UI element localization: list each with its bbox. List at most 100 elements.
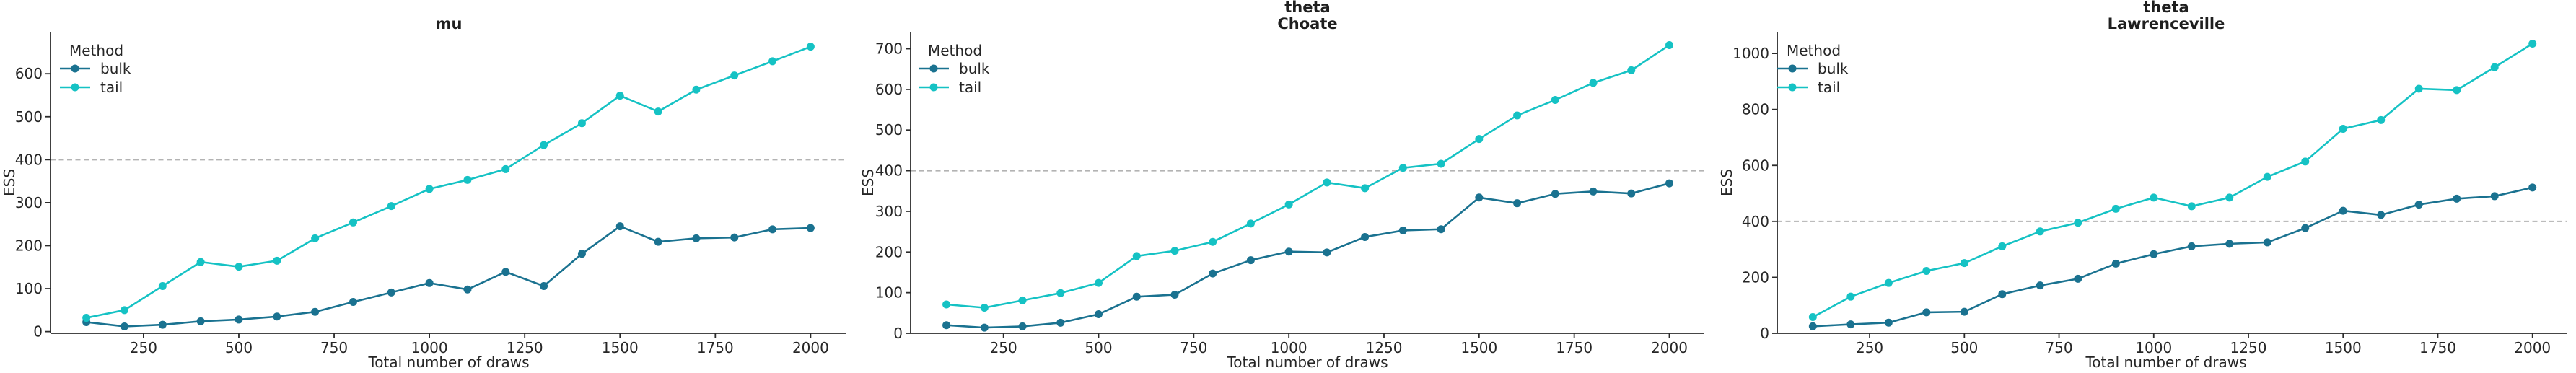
- x-tick-label: 750: [2045, 339, 2072, 356]
- bulk-marker: [2187, 242, 2196, 250]
- x-tick-label: 1250: [507, 339, 543, 356]
- bulk-marker: [1627, 189, 1636, 198]
- legend-bulk-label: bulk: [1818, 60, 1849, 77]
- tail-marker: [1922, 266, 1931, 275]
- bulk-marker: [768, 225, 777, 234]
- bulk-marker: [2036, 281, 2044, 290]
- tail-marker: [654, 107, 662, 116]
- panel-theta-lawrenceville: 0 200 400 600 800 1000 250 500 750 1000 1250 1500 17…: [1717, 0, 2576, 373]
- x-tick-label: 750: [1180, 339, 1207, 356]
- tail-marker: [2150, 193, 2158, 202]
- y-tick-label: 400: [1742, 213, 1769, 230]
- bulk-marker: [463, 285, 472, 294]
- tail-marker: [2377, 115, 2386, 124]
- tail-marker: [463, 175, 472, 184]
- y-tick-label: 200: [15, 237, 43, 254]
- bulk-marker: [1094, 310, 1103, 319]
- x-tick-label: 2000: [792, 339, 829, 356]
- x-tick-label: 1500: [1460, 339, 1497, 356]
- x-tick-label: 500: [1950, 339, 1978, 356]
- legend-tail-label: tail: [959, 79, 981, 96]
- bulk-marker: [1475, 193, 1484, 202]
- tail-marker: [2036, 227, 2044, 236]
- y-axis-label: ESS: [1718, 168, 1735, 197]
- bulk-marker: [349, 298, 357, 307]
- bulk-marker: [615, 222, 624, 231]
- tail-line: [86, 45, 811, 319]
- legend-title: Method: [69, 42, 123, 59]
- chart-title-line-2: Lawrenceville: [2107, 15, 2225, 32]
- tail-marker: [1998, 242, 2007, 250]
- bulk-marker: [1209, 269, 1217, 278]
- x-tick-label: 250: [990, 339, 1017, 356]
- y-tick-label: 700: [875, 40, 903, 58]
- bulk-marker: [1960, 307, 1968, 316]
- bulk-marker: [1884, 318, 1893, 327]
- tail-marker: [577, 119, 586, 128]
- tail-marker: [387, 202, 395, 211]
- bulk-marker: [2150, 250, 2158, 258]
- bulk-marker: [2528, 183, 2537, 192]
- x-tick-label: 250: [130, 339, 157, 356]
- legend-title: Method: [1787, 42, 1841, 59]
- x-axis-label: Total number of draws: [2085, 354, 2247, 371]
- chart-theta-lawrenceville: 0 200 400 600 800 1000 250 500 750 1000 1250 1500 17…: [1732, 32, 2567, 356]
- x-tick-label: 500: [1085, 339, 1112, 356]
- tail-marker: [1846, 292, 1855, 301]
- legend-title: Method: [928, 42, 982, 59]
- chart-title: theta Lawrenceville: [1769, 0, 2563, 32]
- y-tick-label: 300: [875, 203, 903, 220]
- x-tick-label: 1750: [697, 339, 734, 356]
- legend-tail-marker: [1788, 83, 1797, 92]
- legend-bulk-label: bulk: [959, 60, 990, 77]
- bulk-marker: [1323, 248, 1331, 257]
- bulk-marker: [1437, 225, 1445, 234]
- tail-marker: [1209, 237, 1217, 246]
- tail-marker: [273, 256, 281, 265]
- bulk-marker: [2377, 211, 2386, 219]
- tail-marker: [82, 314, 91, 322]
- panel-theta-choate: 0 100 200 300 400 500 600 700 250 500 750 1000 1250 1…: [859, 0, 1717, 373]
- bulk-marker: [1246, 256, 1255, 265]
- x-tick-label: 1250: [1366, 339, 1403, 356]
- tail-marker: [120, 306, 128, 315]
- tail-marker: [1018, 296, 1027, 304]
- x-tick-label: 1000: [1271, 339, 1307, 356]
- x-tick-label: 500: [225, 339, 253, 356]
- tail-line: [946, 44, 1670, 309]
- tail-marker: [1960, 259, 1968, 268]
- tail-marker: [1361, 184, 1370, 193]
- chart-theta-choate: 0 100 200 300 400 500 600 700 250 500 750 1000 1250 1…: [875, 32, 1704, 356]
- tail-marker: [1398, 164, 1407, 172]
- tail-marker: [1627, 66, 1636, 74]
- x-tick-label: 1250: [2230, 339, 2267, 356]
- bulk-marker: [1665, 179, 1673, 188]
- y-tick-label: 200: [875, 243, 903, 260]
- tail-marker: [942, 300, 951, 309]
- bulk-marker: [158, 320, 167, 329]
- tail-marker: [1284, 200, 1293, 209]
- y-tick-label: 1000: [1732, 45, 1769, 62]
- bulk-marker: [120, 322, 128, 330]
- bulk-marker: [540, 281, 548, 290]
- tail-marker: [1132, 252, 1141, 260]
- chart-title-line-1: mu: [435, 15, 463, 32]
- tail-marker: [2453, 86, 2461, 95]
- y-axis-label: ESS: [859, 168, 877, 197]
- bulk-marker: [2453, 194, 2461, 203]
- x-tick-label: 1750: [2419, 339, 2456, 356]
- y-tick-label: 600: [875, 81, 903, 98]
- y-tick-label: 200: [1742, 268, 1769, 286]
- legend-bulk-label: bulk: [100, 60, 131, 77]
- tail-marker: [615, 92, 624, 100]
- bulk-marker: [501, 268, 510, 276]
- bulk-marker: [1018, 322, 1027, 330]
- chart-mu: 0 100 200 300 400 500 600 250 500 750 1000 1250 1500…: [15, 32, 846, 356]
- y-axis-label: ESS: [1, 168, 18, 197]
- bulk-marker: [1398, 226, 1407, 234]
- bulk-marker: [196, 317, 205, 325]
- y-tick-label: 400: [15, 151, 43, 168]
